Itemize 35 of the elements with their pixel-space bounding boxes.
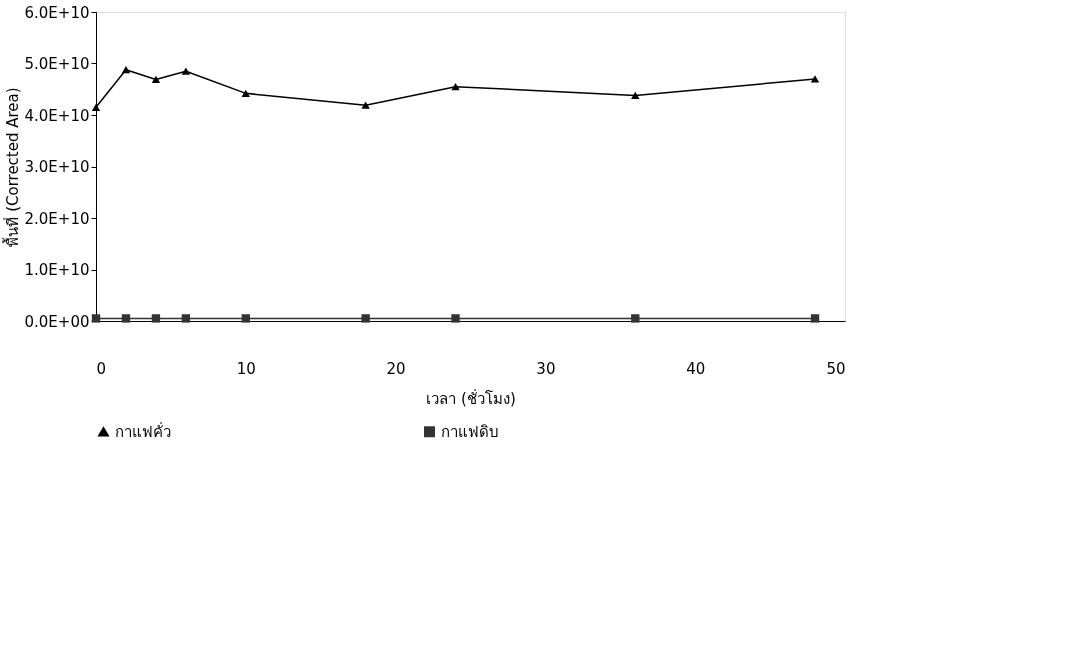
- y-tick-label: 3.0E+10: [24, 158, 90, 176]
- y-tick-label: 0.0E+00: [24, 312, 90, 331]
- y-tick-label: 5.0E+10: [24, 55, 90, 73]
- point: [151, 314, 161, 323]
- x-axis-title: เวลา (ชั่วโมง): [426, 387, 516, 408]
- x-tick-label: 50: [826, 359, 846, 378]
- y-tick-label: 6.0E+10: [24, 3, 90, 22]
- point: [361, 101, 370, 109]
- point: [361, 314, 370, 323]
- y-tick-label: 1.0E+10: [24, 261, 90, 279]
- point: [631, 314, 640, 323]
- x-tick-label: 20: [386, 359, 406, 378]
- point: [151, 75, 161, 84]
- point: [810, 314, 820, 323]
- x-tick-label: 40: [686, 359, 706, 378]
- y-tick-label: 2.0E+10: [24, 209, 90, 228]
- y-tick-label: 4.0E+10: [24, 106, 90, 125]
- point: [451, 314, 460, 323]
- point: [91, 103, 101, 111]
- point: [121, 66, 131, 74]
- point: [181, 314, 191, 323]
- point: [810, 75, 820, 83]
- point: [241, 314, 250, 323]
- point: [451, 83, 460, 91]
- legend-label: กาแฟคั่ว: [115, 420, 171, 441]
- point: [241, 89, 250, 97]
- point: [181, 67, 191, 75]
- x-tick-label: 0: [96, 359, 107, 378]
- x-tick-label: 30: [536, 359, 556, 378]
- x-tick-label: 10: [236, 359, 256, 378]
- point: [121, 314, 131, 323]
- point: [631, 91, 640, 100]
- legend-label: กาแฟดิบ: [441, 422, 499, 441]
- point: [91, 314, 101, 323]
- y-axis-title: พื้นที่ (Corrected Area): [1, 87, 22, 247]
